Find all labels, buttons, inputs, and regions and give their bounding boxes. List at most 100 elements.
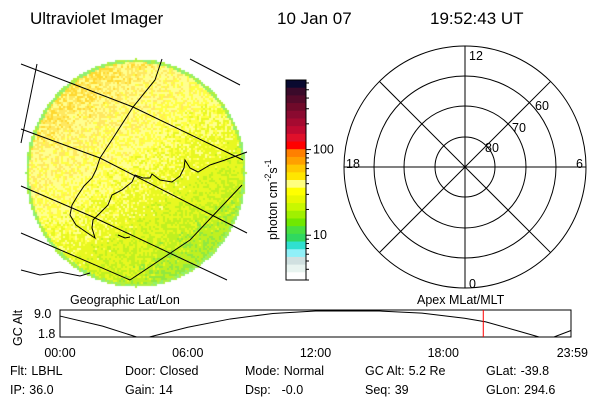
time-tick-label: 06:00: [172, 346, 203, 360]
info-field-label: Door:: [125, 364, 156, 378]
info-field-label: GLon:: [486, 383, 520, 397]
time-tick-label: 18:00: [428, 346, 459, 360]
info-field-label: Flt:: [10, 364, 27, 378]
ytick-bottom: 1.8: [38, 327, 55, 341]
info-field-value: -39.8: [521, 364, 550, 378]
mlt-label-12: 12: [469, 49, 483, 63]
geographic-grid: [20, 58, 248, 281]
colorbar-swatch: [286, 103, 306, 112]
time-axis-ticks: 00:00 06:00 12:00 18:00 23:59: [44, 346, 588, 360]
lat-label-60: 60: [535, 99, 549, 113]
lat-lon-grid-line: [20, 63, 38, 144]
coastline-antarctic: [20, 269, 91, 277]
colorbar-swatch: [286, 141, 306, 150]
mlt-label-6: 6: [576, 157, 583, 171]
colorbar-swatch: [286, 164, 306, 173]
info-field-label: Gain:: [125, 383, 155, 397]
mlt-label-0: 0: [469, 277, 476, 291]
info-field-value: LBHL: [31, 364, 62, 378]
info-field-value: Normal: [284, 364, 324, 378]
date-label: 10 Jan 07: [277, 9, 352, 28]
time-tick-label: 23:59: [557, 346, 588, 360]
info-field-value: 39: [395, 383, 409, 397]
time-tick-label: 00:00: [44, 346, 75, 360]
info-field: Flt: LBHL: [10, 364, 63, 378]
colorbar-swatch: [286, 172, 306, 181]
info-field-value: Closed: [160, 364, 199, 378]
colorbar-label: photon cm-2s-1: [263, 159, 280, 240]
info-field-value: -0.0: [275, 383, 304, 397]
polar-grid: [343, 45, 587, 289]
time-tick-label: 12:00: [300, 346, 331, 360]
lat-lon-grid-line: [20, 63, 244, 161]
colorbar-swatch: [286, 156, 306, 166]
altitude-plot-frame: [59, 309, 572, 338]
colorbar-frame: [285, 79, 307, 281]
colorbar-tick-label: 10: [313, 228, 327, 242]
info-field: Seq: 39: [365, 383, 409, 397]
info-field-value: 5.2 Re: [409, 364, 446, 378]
colorbar-swatch: [286, 272, 306, 281]
lat-lon-grid-line: [20, 128, 248, 234]
info-field-value: 14: [159, 383, 173, 397]
colorbar-swatch: [286, 210, 306, 219]
colorbar-swatch: [286, 203, 306, 212]
colorbar-swatch: [286, 256, 306, 266]
colorbar-swatch: [286, 226, 306, 235]
lat-label-70: 70: [512, 121, 526, 135]
altitude-series-line: [59, 310, 572, 338]
colorbar-swatch: [286, 118, 306, 127]
colorbar-swatch: [286, 133, 306, 143]
info-field-label: Mode:: [245, 364, 280, 378]
instrument-title: Ultraviolet Imager: [30, 9, 164, 28]
info-field: IP: 36.0: [10, 383, 54, 397]
info-field: GC Alt: 5.2 Re: [365, 364, 445, 378]
mlt-label-18: 18: [346, 157, 360, 171]
colorbar-swatch: [286, 249, 306, 258]
info-field-label: GLat:: [486, 364, 517, 378]
colorbar-swatch: [286, 180, 306, 189]
lat-lon-grid-line: [189, 58, 241, 86]
colorbar-swatch: [286, 195, 306, 204]
colorbar-swatch: [286, 264, 306, 273]
info-field: Gain: 14: [125, 383, 173, 397]
colorbar-ticks: 10 100: [306, 82, 334, 281]
geographic-label: Geographic Lat/Lon: [70, 293, 180, 307]
info-field-label: IP:: [10, 383, 25, 397]
colorbar-swatch: [286, 110, 306, 119]
lat-lon-grid-line: [99, 58, 163, 159]
instrument-info: Flt: LBHL Door: Closed Mode: Normal GC Alt: 5.2…: [10, 364, 555, 397]
info-field-value: 294.6: [524, 383, 555, 397]
info-field: GLon: 294.6: [486, 383, 555, 397]
colorbar-swatch: [286, 218, 306, 227]
info-field-label: Dsp:: [245, 383, 271, 397]
colorbar-tick-label: 100: [313, 143, 334, 157]
lat-lon-grid-line: [20, 232, 131, 281]
colorbar-swatch: [286, 126, 306, 135]
colorbar-swatch: [286, 241, 306, 250]
island-outline: [117, 234, 131, 239]
apex-label: Apex MLat/MLT: [417, 293, 505, 307]
colorbar-swatch: [286, 87, 306, 96]
colorbar: [285, 79, 307, 281]
colorbar-swatch: [286, 187, 306, 196]
colorbar-swatch: [286, 95, 306, 104]
info-field-label: Seq:: [365, 383, 391, 397]
colorbar-swatch: [286, 233, 306, 243]
info-field-value: 36.0: [29, 383, 53, 397]
info-field: Door: Closed: [125, 364, 199, 378]
time-label: 19:52:43 UT: [430, 9, 524, 28]
info-field: Dsp: -0.0: [245, 383, 303, 397]
coastline: [69, 151, 248, 240]
info-field-label: GC Alt:: [365, 364, 405, 378]
mlt-diagonal: [379, 81, 551, 253]
info-field: GLat: -39.8: [486, 364, 549, 378]
ytick-top: 9.0: [34, 307, 51, 321]
altitude-axis-label: GC Alt: [11, 309, 25, 346]
lat-lon-grid-line: [20, 185, 228, 281]
colorbar-swatch: [286, 80, 306, 89]
info-field: Mode: Normal: [245, 364, 324, 378]
lat-lon-grid-line: [129, 184, 243, 281]
